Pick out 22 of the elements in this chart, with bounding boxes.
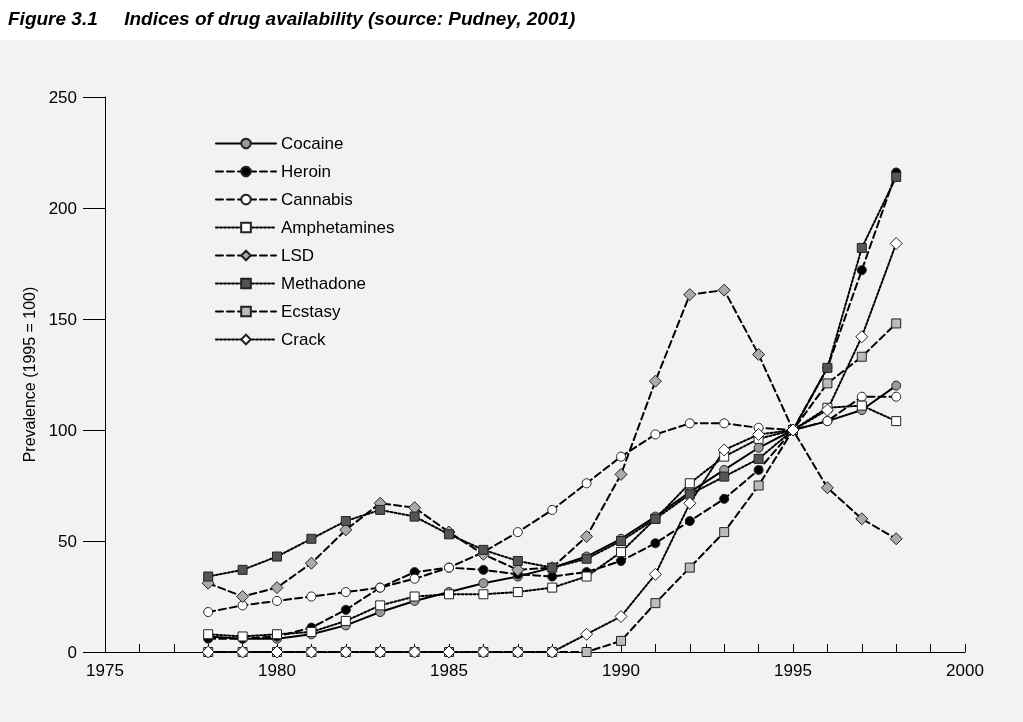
x-tick-label: 1990	[602, 661, 640, 680]
legend-label: LSD	[281, 246, 315, 265]
x-tick-label: 1975	[86, 661, 124, 680]
legend-label: Cocaine	[281, 134, 344, 153]
legend-label: Heroin	[281, 162, 332, 181]
y-tick-label: 100	[48, 420, 77, 440]
legend-label: Methadone	[281, 274, 367, 293]
y-tick-label: 0	[67, 642, 77, 662]
legend-label: Crack	[281, 330, 326, 349]
x-tick-label: 1980	[258, 661, 296, 680]
legend-label: Ecstasy	[281, 302, 342, 321]
x-tick-label: 1985	[430, 661, 468, 680]
legend-label: Amphetamines	[281, 218, 395, 237]
x-tick-label: 1995	[774, 661, 812, 680]
y-tick-label: 150	[48, 309, 77, 329]
y-tick-label: 250	[48, 87, 77, 107]
chart-title: Figure 3.1 Indices of drug availability (source: Pudney, 2001)	[8, 8, 576, 30]
legend-label: Cannabis	[281, 190, 353, 209]
y-tick-label: 200	[48, 198, 77, 218]
x-tick-label: 2000	[946, 661, 984, 680]
y-tick-label: 50	[58, 531, 77, 551]
y-axis-title: Prevalence (1995 = 100)	[21, 286, 39, 463]
